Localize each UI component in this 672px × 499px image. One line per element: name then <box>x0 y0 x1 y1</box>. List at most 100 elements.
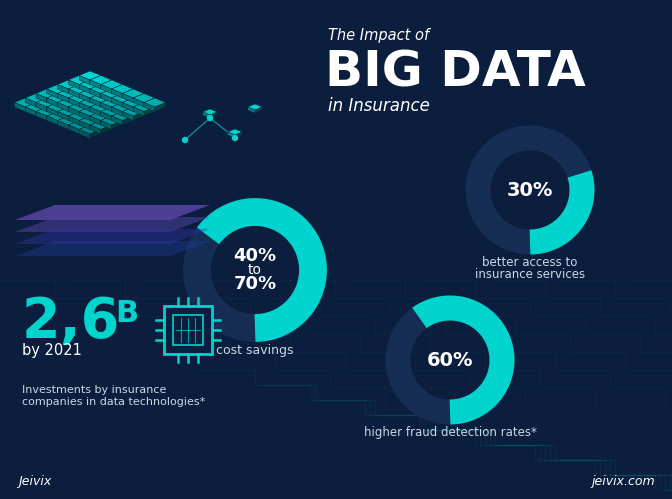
Polygon shape <box>122 116 133 125</box>
Polygon shape <box>144 107 155 116</box>
Polygon shape <box>133 111 144 120</box>
Polygon shape <box>90 107 101 116</box>
Polygon shape <box>26 98 36 107</box>
Polygon shape <box>248 107 255 113</box>
Polygon shape <box>90 89 101 98</box>
Polygon shape <box>90 111 101 120</box>
Polygon shape <box>79 111 90 120</box>
Polygon shape <box>90 116 101 125</box>
Polygon shape <box>26 102 47 111</box>
Polygon shape <box>58 107 69 116</box>
Polygon shape <box>144 98 165 107</box>
Text: insurance services: insurance services <box>475 268 585 281</box>
Polygon shape <box>101 125 112 134</box>
Polygon shape <box>112 111 133 120</box>
Polygon shape <box>133 93 144 102</box>
Text: The Impact of: The Impact of <box>328 28 429 43</box>
Polygon shape <box>101 120 112 130</box>
FancyBboxPatch shape <box>173 315 203 345</box>
Polygon shape <box>47 111 58 120</box>
Polygon shape <box>58 89 69 98</box>
Polygon shape <box>133 102 144 111</box>
Text: better access to: better access to <box>482 256 578 269</box>
Polygon shape <box>112 102 133 111</box>
Polygon shape <box>69 116 79 125</box>
Polygon shape <box>79 84 90 93</box>
Polygon shape <box>90 102 112 111</box>
Polygon shape <box>36 89 58 98</box>
Polygon shape <box>90 75 101 84</box>
Polygon shape <box>36 93 47 102</box>
FancyBboxPatch shape <box>164 306 212 354</box>
Polygon shape <box>79 125 101 134</box>
Polygon shape <box>15 229 210 244</box>
Polygon shape <box>58 111 69 120</box>
Polygon shape <box>58 84 69 93</box>
Polygon shape <box>58 102 69 111</box>
Text: companies in data technologies*: companies in data technologies* <box>22 397 205 407</box>
Polygon shape <box>112 89 122 98</box>
Polygon shape <box>101 89 122 98</box>
Polygon shape <box>79 93 90 102</box>
Polygon shape <box>210 112 217 118</box>
Text: 30%: 30% <box>507 181 553 200</box>
Polygon shape <box>69 107 79 116</box>
Polygon shape <box>112 107 122 116</box>
Polygon shape <box>101 102 112 111</box>
Polygon shape <box>69 120 79 130</box>
Polygon shape <box>58 89 79 98</box>
Polygon shape <box>69 89 79 98</box>
Text: higher fraud detection rates*: higher fraud detection rates* <box>364 426 536 439</box>
Polygon shape <box>79 98 101 107</box>
Polygon shape <box>228 132 235 138</box>
Polygon shape <box>47 93 58 102</box>
Polygon shape <box>248 104 262 110</box>
Polygon shape <box>101 80 122 89</box>
Polygon shape <box>90 93 101 102</box>
Polygon shape <box>90 102 101 111</box>
Polygon shape <box>112 116 122 125</box>
Polygon shape <box>90 130 101 139</box>
Polygon shape <box>79 107 101 116</box>
Polygon shape <box>69 111 79 120</box>
Polygon shape <box>112 84 122 93</box>
Polygon shape <box>255 107 262 113</box>
Polygon shape <box>58 98 79 107</box>
Text: to: to <box>248 263 262 277</box>
Polygon shape <box>90 120 101 130</box>
Polygon shape <box>144 98 155 107</box>
Polygon shape <box>90 120 112 130</box>
Polygon shape <box>90 84 101 93</box>
Polygon shape <box>36 107 58 116</box>
Polygon shape <box>47 102 69 111</box>
Polygon shape <box>235 132 242 138</box>
Polygon shape <box>47 116 58 125</box>
Polygon shape <box>112 98 122 107</box>
Polygon shape <box>90 111 112 120</box>
Polygon shape <box>58 116 69 125</box>
Polygon shape <box>14 98 36 107</box>
Polygon shape <box>228 129 242 135</box>
Polygon shape <box>69 84 79 93</box>
Polygon shape <box>90 93 112 102</box>
Polygon shape <box>79 89 90 98</box>
Polygon shape <box>122 98 133 107</box>
Polygon shape <box>36 98 47 107</box>
Polygon shape <box>101 116 112 125</box>
Polygon shape <box>79 130 90 139</box>
Polygon shape <box>133 93 155 102</box>
Polygon shape <box>15 217 210 232</box>
Polygon shape <box>79 80 101 89</box>
Polygon shape <box>101 111 112 120</box>
Polygon shape <box>144 102 155 111</box>
Polygon shape <box>36 107 47 116</box>
Polygon shape <box>101 107 112 116</box>
Polygon shape <box>47 89 58 98</box>
Polygon shape <box>79 98 90 107</box>
Polygon shape <box>58 93 69 102</box>
Polygon shape <box>69 93 90 102</box>
Polygon shape <box>112 93 122 102</box>
Polygon shape <box>69 84 90 93</box>
Polygon shape <box>101 84 112 93</box>
Polygon shape <box>69 125 79 134</box>
